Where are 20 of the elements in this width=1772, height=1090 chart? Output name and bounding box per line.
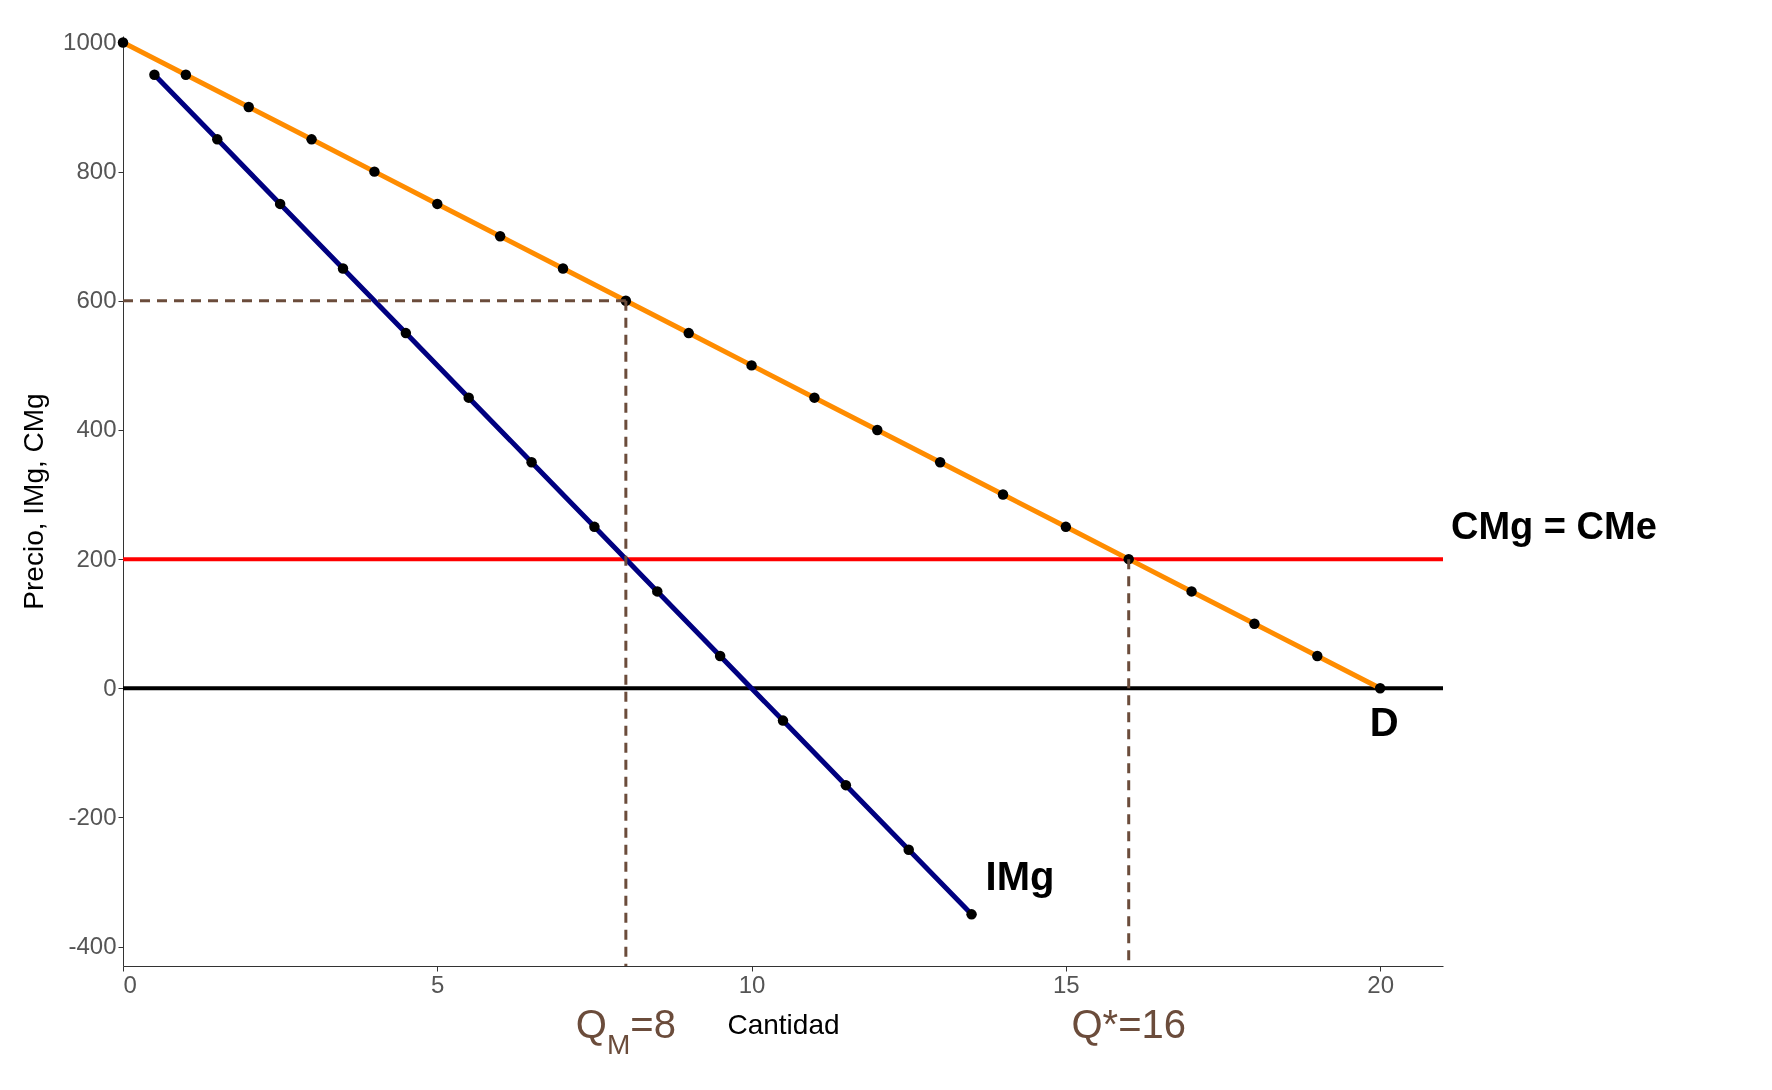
series-label: Q*=16 xyxy=(1071,1002,1186,1046)
y-tick-label: 0 xyxy=(103,673,117,701)
y-tick-label: 800 xyxy=(76,157,117,185)
y-tick-label: 1000 xyxy=(63,27,117,55)
ref-line-label: CMg = CMe xyxy=(1451,505,1657,548)
y-tick-label: -400 xyxy=(68,932,117,960)
x-tick-label: 10 xyxy=(738,970,766,998)
x-tick-label: 0 xyxy=(123,970,137,998)
y-tick-label: 400 xyxy=(76,415,117,443)
x-tick-label: 20 xyxy=(1367,970,1394,998)
y-tick-label: 600 xyxy=(76,286,117,314)
x-axis-title: Cantidad xyxy=(727,1008,840,1040)
series-label: D xyxy=(1369,700,1399,745)
y-tick-label: 200 xyxy=(76,544,117,572)
series-label: Q$_{M}$=8 xyxy=(575,1002,676,1060)
y-tick-label: -200 xyxy=(68,802,117,830)
x-tick-label: 5 xyxy=(431,970,445,998)
y-axis-title: Precio, IMg, CMg xyxy=(18,393,50,610)
series-label: IMg xyxy=(985,854,1055,899)
x-tick-label: 15 xyxy=(1053,970,1080,998)
